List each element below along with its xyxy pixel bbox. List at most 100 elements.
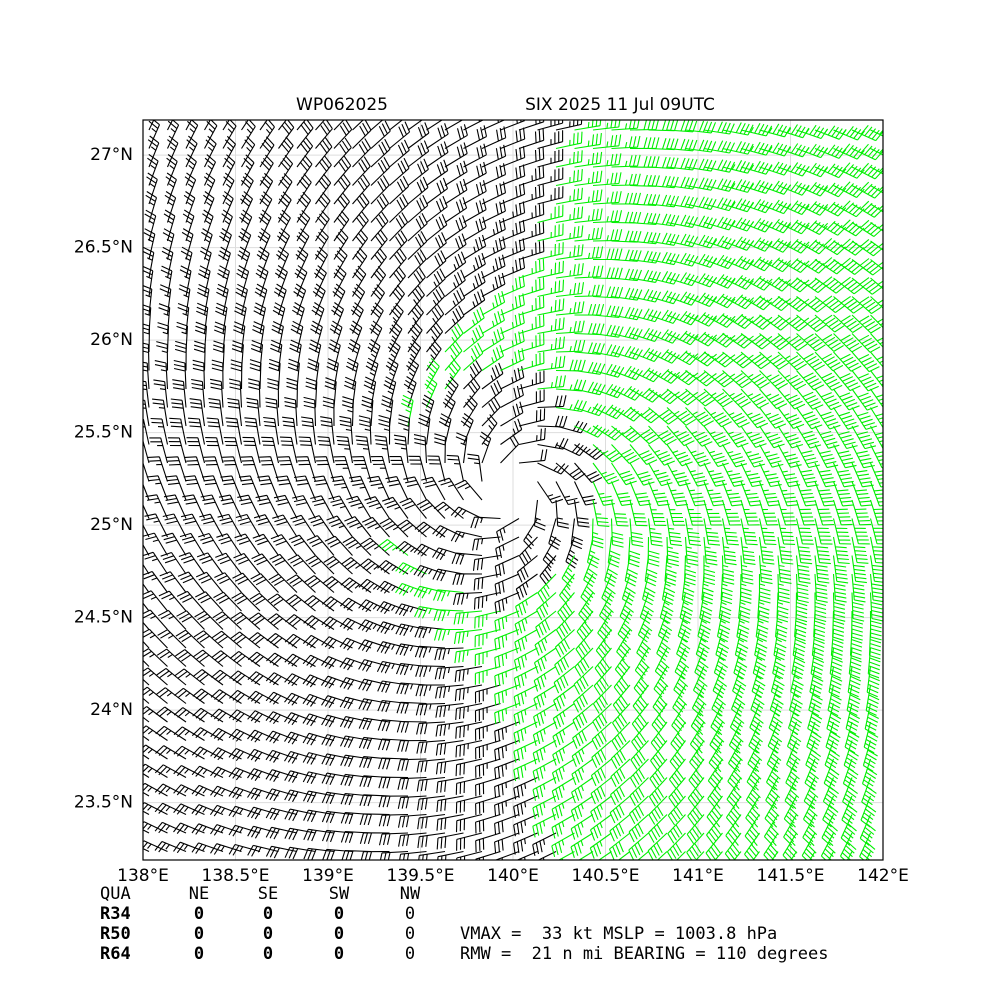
wind-barb <box>455 776 483 795</box>
wind-barb <box>574 246 604 261</box>
wind-barb <box>144 513 168 538</box>
wind-barb <box>685 462 709 487</box>
wind-barb <box>648 251 680 266</box>
wind-barb <box>614 647 631 679</box>
wind-barb <box>472 536 501 551</box>
wind-barb <box>191 378 206 408</box>
wind-barb <box>396 682 427 695</box>
wind-barb <box>740 444 766 468</box>
wind-barb <box>321 829 353 843</box>
wind-barb <box>251 553 279 575</box>
wind-barb <box>851 314 881 334</box>
wind-barb <box>389 455 409 482</box>
wind-barb <box>777 370 807 390</box>
wind-barb <box>149 437 169 464</box>
wind-barb <box>611 326 643 340</box>
wind-barb <box>187 417 206 445</box>
wind-barb <box>574 481 597 506</box>
wind-barb <box>790 666 804 698</box>
wind-barb <box>535 610 557 638</box>
wind-barb <box>666 518 683 547</box>
wind-barb <box>814 220 847 236</box>
wind-barb <box>795 592 808 623</box>
wind-barb <box>267 378 280 408</box>
wind-barb <box>755 610 769 642</box>
wind-barb <box>195 591 224 612</box>
wind-barb <box>143 840 168 853</box>
wind-barb <box>759 276 791 292</box>
wind-barb <box>315 228 329 260</box>
wind-barb <box>555 131 583 150</box>
wind-barb <box>321 810 353 824</box>
wind-barb <box>555 263 584 279</box>
wind-barb <box>470 516 501 529</box>
wind-barb <box>255 494 279 519</box>
y-tick-label: 26°N <box>90 330 133 350</box>
wind-barb <box>648 388 679 405</box>
wind-barb <box>463 125 488 149</box>
table-cell: 0 <box>263 944 273 964</box>
wind-barb <box>656 629 671 661</box>
wind-barb <box>444 323 464 353</box>
wind-barb <box>555 339 586 353</box>
wind-barb <box>551 758 575 784</box>
wind-barb <box>463 342 484 371</box>
wind-barb <box>722 122 754 136</box>
wind-barb <box>377 738 409 751</box>
wind-barb <box>378 414 391 445</box>
x-tick-label: 140.5°E <box>572 866 640 886</box>
wind-barb <box>321 734 353 747</box>
wind-barb <box>796 370 825 391</box>
wind-barb <box>370 211 389 242</box>
wind-barb <box>176 590 205 612</box>
wind-barb <box>433 628 464 641</box>
wind-barb <box>513 832 538 855</box>
wind-barb <box>182 209 195 242</box>
wind-barb <box>143 439 150 464</box>
wind-barb <box>777 181 810 196</box>
wind-barb <box>703 274 736 289</box>
wind-barb <box>777 238 810 254</box>
wind-barb <box>358 578 390 593</box>
wind-barb <box>426 358 440 390</box>
wind-barb <box>537 186 564 205</box>
wind-barb <box>709 721 725 754</box>
wind-barb <box>595 629 612 660</box>
x-tick-label: 138°E <box>117 866 169 886</box>
wind-barb <box>455 813 483 833</box>
wind-barb <box>225 417 243 445</box>
wind-barb <box>370 302 384 334</box>
wind-barb <box>631 703 649 734</box>
wind-barb <box>270 339 283 371</box>
wind-barb <box>733 647 748 680</box>
wind-barb <box>744 814 760 846</box>
wind-barb <box>740 275 773 291</box>
wind-barb <box>664 555 677 586</box>
wind-barb <box>650 721 668 753</box>
wind-barb <box>814 314 845 333</box>
wind-barb <box>796 444 820 469</box>
wind-barb <box>796 407 823 430</box>
wind-barb <box>720 573 733 605</box>
wind-barb <box>703 388 733 408</box>
wind-barb <box>189 398 206 427</box>
wind-barb <box>407 194 429 223</box>
wind-barb <box>809 666 824 698</box>
wind-barb <box>321 636 353 650</box>
wind-barb <box>333 155 352 186</box>
wind-barb <box>686 832 705 860</box>
wind-barb <box>179 532 205 556</box>
wind-barb <box>870 203 883 213</box>
wind-barb <box>413 434 428 464</box>
wind-barb <box>518 333 545 353</box>
wind-barb <box>286 377 299 408</box>
wind-barb <box>173 822 205 834</box>
wind-barb <box>475 832 501 853</box>
wind-barb <box>685 139 717 153</box>
wind-barb <box>453 610 483 625</box>
row-label: R34 <box>100 904 131 924</box>
wind-barb <box>537 375 566 390</box>
wind-barb <box>143 706 168 723</box>
wind-barb <box>211 630 242 649</box>
wind-barb <box>496 518 520 543</box>
